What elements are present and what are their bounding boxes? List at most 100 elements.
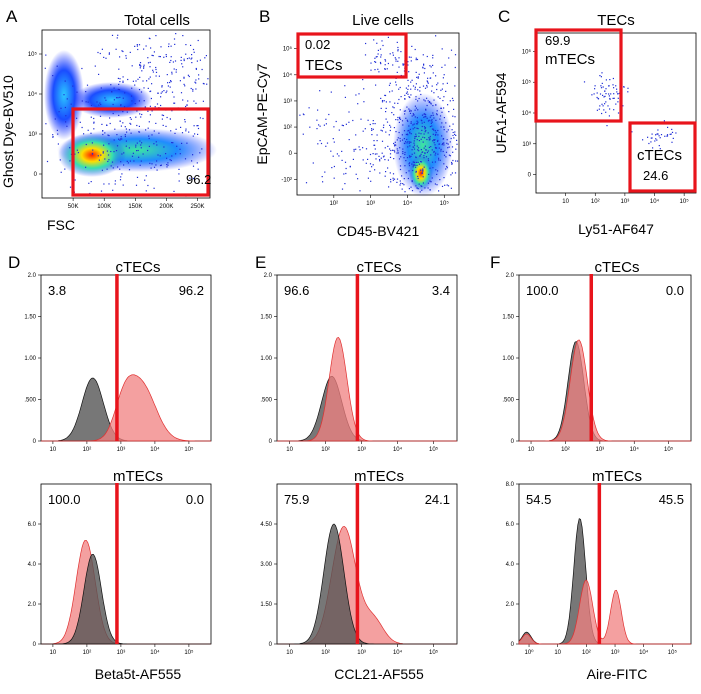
event-dot [166, 166, 168, 168]
x-tick-label: 200K [159, 204, 173, 210]
scatter-panel-b [294, 32, 460, 198]
event-dot [403, 157, 405, 159]
event-dot [608, 115, 610, 117]
right-gate-percent: 96.2 [179, 283, 204, 298]
event-dot [430, 66, 432, 68]
x-tick-label: 100K [97, 204, 111, 210]
y-tick-label: 4.50 [260, 522, 272, 528]
event-dot [178, 173, 180, 175]
event-dot [155, 122, 157, 124]
event-dot [397, 102, 399, 104]
left-gate-percent: 96.6 [284, 283, 309, 298]
event-dot [657, 133, 659, 135]
event-dot [170, 159, 172, 162]
event-dot [412, 164, 414, 166]
event-dot [317, 109, 319, 111]
event-dot [449, 125, 451, 127]
event-dot [105, 57, 107, 59]
event-dot [85, 101, 87, 103]
event-dot [385, 118, 387, 120]
event-dot [106, 124, 108, 126]
event-dot [93, 128, 95, 130]
event-dot [446, 165, 448, 168]
event-dot [379, 160, 381, 162]
event-dot [98, 104, 100, 106]
event-dot [647, 136, 649, 138]
event-dot [435, 147, 437, 149]
event-dot [106, 168, 108, 170]
y-tick-label: 10⁴ [28, 91, 38, 98]
event-dot [658, 145, 660, 147]
event-dot [613, 87, 615, 89]
event-dot [383, 155, 385, 157]
event-dot [113, 151, 115, 153]
event-dot [139, 76, 141, 78]
event-dot [195, 67, 197, 70]
event-dot [162, 114, 165, 117]
event-dot [165, 55, 167, 58]
event-dot [420, 133, 422, 135]
event-dot [178, 168, 180, 170]
event-dot [169, 81, 171, 84]
event-dot [408, 142, 410, 144]
event-dot [111, 161, 114, 163]
event-dot [341, 124, 343, 126]
event-dot [414, 88, 416, 90]
event-dot [436, 113, 438, 115]
event-dot [407, 141, 409, 143]
event-dot [150, 167, 152, 169]
event-dot [439, 97, 441, 99]
histogram-panel-f [516, 274, 692, 444]
event-dot [415, 107, 417, 109]
event-dot [147, 184, 149, 187]
event-dot [404, 151, 406, 154]
event-dot [103, 56, 105, 58]
y-tick-label: 0 [289, 151, 293, 157]
y-tick-label: 10⁴ [522, 110, 532, 117]
event-dot [166, 74, 168, 76]
event-dot [99, 52, 101, 55]
event-dot [600, 85, 602, 87]
event-dot [429, 101, 431, 103]
histogram-series-stained [519, 339, 691, 442]
event-dot [64, 106, 66, 109]
event-dot [415, 170, 417, 172]
event-dot [375, 61, 377, 63]
event-dot [389, 153, 392, 155]
left-gate-percent: 100.0 [526, 283, 559, 298]
event-dot [441, 66, 443, 68]
event-dot [187, 74, 189, 76]
event-dot [609, 97, 611, 100]
event-dot [408, 163, 410, 165]
event-dot [374, 57, 376, 59]
event-dot [612, 97, 614, 99]
event-dot [125, 57, 127, 59]
event-dot [413, 114, 415, 116]
event-dot [175, 33, 177, 35]
event-dot [450, 187, 452, 189]
event-dot [426, 97, 428, 99]
event-dot [94, 65, 96, 67]
event-dot [207, 78, 209, 80]
event-dot [422, 85, 425, 87]
event-dot [432, 140, 434, 142]
event-dot [109, 117, 111, 119]
x-tick-label: 10 [562, 199, 569, 205]
event-dot [418, 132, 420, 134]
event-dot [197, 125, 199, 127]
event-dot [413, 148, 416, 150]
event-dot [416, 139, 418, 141]
event-dot [374, 169, 376, 171]
event-dot [423, 166, 425, 168]
event-dot [605, 101, 607, 103]
event-dot [417, 147, 420, 149]
event-dot [437, 140, 439, 142]
event-dot [373, 39, 375, 41]
event-dot [425, 149, 427, 151]
event-dot [185, 44, 187, 46]
event-dot [103, 183, 105, 185]
event-dot [409, 145, 411, 147]
event-dot [454, 66, 456, 69]
event-dot [341, 150, 343, 152]
event-dot [443, 126, 445, 128]
